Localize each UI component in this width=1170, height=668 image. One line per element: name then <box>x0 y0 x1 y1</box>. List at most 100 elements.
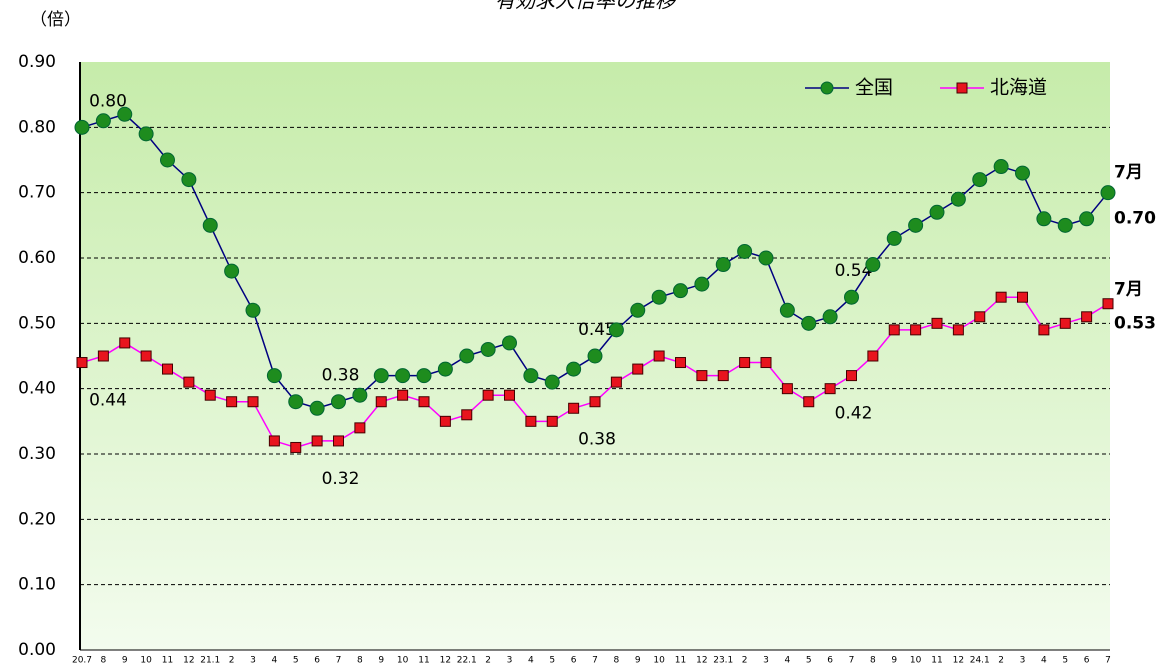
x-tick-label: 9 <box>891 656 897 666</box>
data-point <box>525 415 537 427</box>
x-tick-label: 12 <box>440 656 451 666</box>
data-point <box>972 172 988 188</box>
data-point <box>608 322 624 338</box>
y-axis-label: （倍） <box>30 10 81 30</box>
data-point <box>715 257 731 273</box>
data-point <box>544 374 560 390</box>
data-point <box>758 250 774 266</box>
x-tick-label: 5 <box>806 656 812 666</box>
x-tick-label: 2 <box>229 656 235 666</box>
x-tick-label: 10 <box>910 656 922 666</box>
data-point <box>74 119 90 135</box>
data-point <box>397 389 409 401</box>
data-point <box>781 383 793 395</box>
x-tick-label: 8 <box>870 656 876 666</box>
x-tick-label: 12 <box>953 656 964 666</box>
x-tick-label: 2 <box>742 656 748 666</box>
data-point <box>502 335 517 351</box>
data-label: 0.54 <box>835 261 873 281</box>
data-point <box>331 394 346 410</box>
x-tick-label: 7 <box>1105 656 1111 666</box>
data-point <box>867 350 879 362</box>
x-tick-label: 10 <box>653 656 665 666</box>
data-label: 0.80 <box>89 91 127 111</box>
data-point <box>739 357 751 369</box>
data-point <box>245 302 261 318</box>
data-point <box>717 370 729 382</box>
x-tick-label: 4 <box>528 656 534 666</box>
data-label: 0.32 <box>322 469 360 489</box>
x-tick-label: 5 <box>1062 656 1068 666</box>
x-tick-label: 11 <box>162 656 173 666</box>
data-point <box>266 368 282 384</box>
data-point <box>309 400 325 416</box>
data-point <box>1057 217 1073 233</box>
data-point <box>354 422 366 434</box>
data-point <box>632 363 644 375</box>
x-tick-label: 3 <box>250 656 256 666</box>
y-tick-label: 0.80 <box>18 117 56 137</box>
data-point <box>653 350 665 362</box>
data-point <box>375 396 387 408</box>
x-tick-label: 3 <box>507 656 513 666</box>
data-point <box>630 302 646 318</box>
data-point <box>95 113 111 129</box>
data-point <box>226 396 238 408</box>
x-tick-label: 12 <box>183 656 194 666</box>
data-point <box>886 230 902 246</box>
data-point <box>950 191 966 207</box>
data-point <box>183 376 195 388</box>
data-point <box>482 389 494 401</box>
x-tick-label: 6 <box>571 656 577 666</box>
x-tick-label: 8 <box>357 656 363 666</box>
data-point <box>117 106 133 122</box>
data-label: 0.38 <box>578 430 616 450</box>
data-point <box>824 383 836 395</box>
data-point <box>931 317 943 329</box>
data-point <box>675 357 686 369</box>
data-point <box>760 357 772 369</box>
data-point <box>288 394 304 410</box>
data-point <box>202 217 218 233</box>
data-point <box>610 376 622 388</box>
x-tick-label: 2 <box>998 656 1004 666</box>
data-label: 0.42 <box>835 404 873 424</box>
data-point <box>247 396 259 408</box>
data-point <box>437 361 453 377</box>
data-point <box>1036 211 1052 227</box>
x-tick-label: 11 <box>931 656 942 666</box>
data-point <box>1081 311 1093 323</box>
y-tick-label: 0.90 <box>18 52 56 72</box>
x-tick-label: 11 <box>675 656 686 666</box>
x-tick-label: 8 <box>614 656 620 666</box>
x-tick-label: 9 <box>122 656 128 666</box>
data-label: 0.53 <box>1114 314 1156 334</box>
data-point <box>803 396 815 408</box>
x-tick-label: 6 <box>314 656 320 666</box>
data-point <box>1102 298 1114 310</box>
data-point <box>119 337 131 349</box>
end-label: 7月 <box>1114 280 1143 300</box>
x-tick-label: 9 <box>635 656 641 666</box>
data-point <box>589 396 601 408</box>
data-point <box>846 370 857 382</box>
data-label: 0.45 <box>578 320 616 340</box>
x-tick-label: 6 <box>827 656 833 666</box>
x-tick-label: 11 <box>418 656 429 666</box>
x-tick-label: 24.1 <box>970 656 990 666</box>
x-tick-label: 20.7 <box>72 656 92 666</box>
x-tick-label: 5 <box>293 656 299 666</box>
data-point <box>1038 324 1050 336</box>
data-point <box>268 435 280 447</box>
x-tick-label: 7 <box>336 656 342 666</box>
legend-marker <box>956 82 968 94</box>
x-tick-label: 6 <box>1084 656 1090 666</box>
y-tick-label: 0.20 <box>18 509 56 529</box>
data-point <box>995 291 1007 303</box>
data-point <box>1017 291 1028 303</box>
data-point <box>140 350 152 362</box>
data-point <box>290 441 302 453</box>
data-point <box>651 289 667 305</box>
y-tick-label: 0.70 <box>18 183 56 203</box>
data-label: 0.70 <box>1114 209 1156 229</box>
